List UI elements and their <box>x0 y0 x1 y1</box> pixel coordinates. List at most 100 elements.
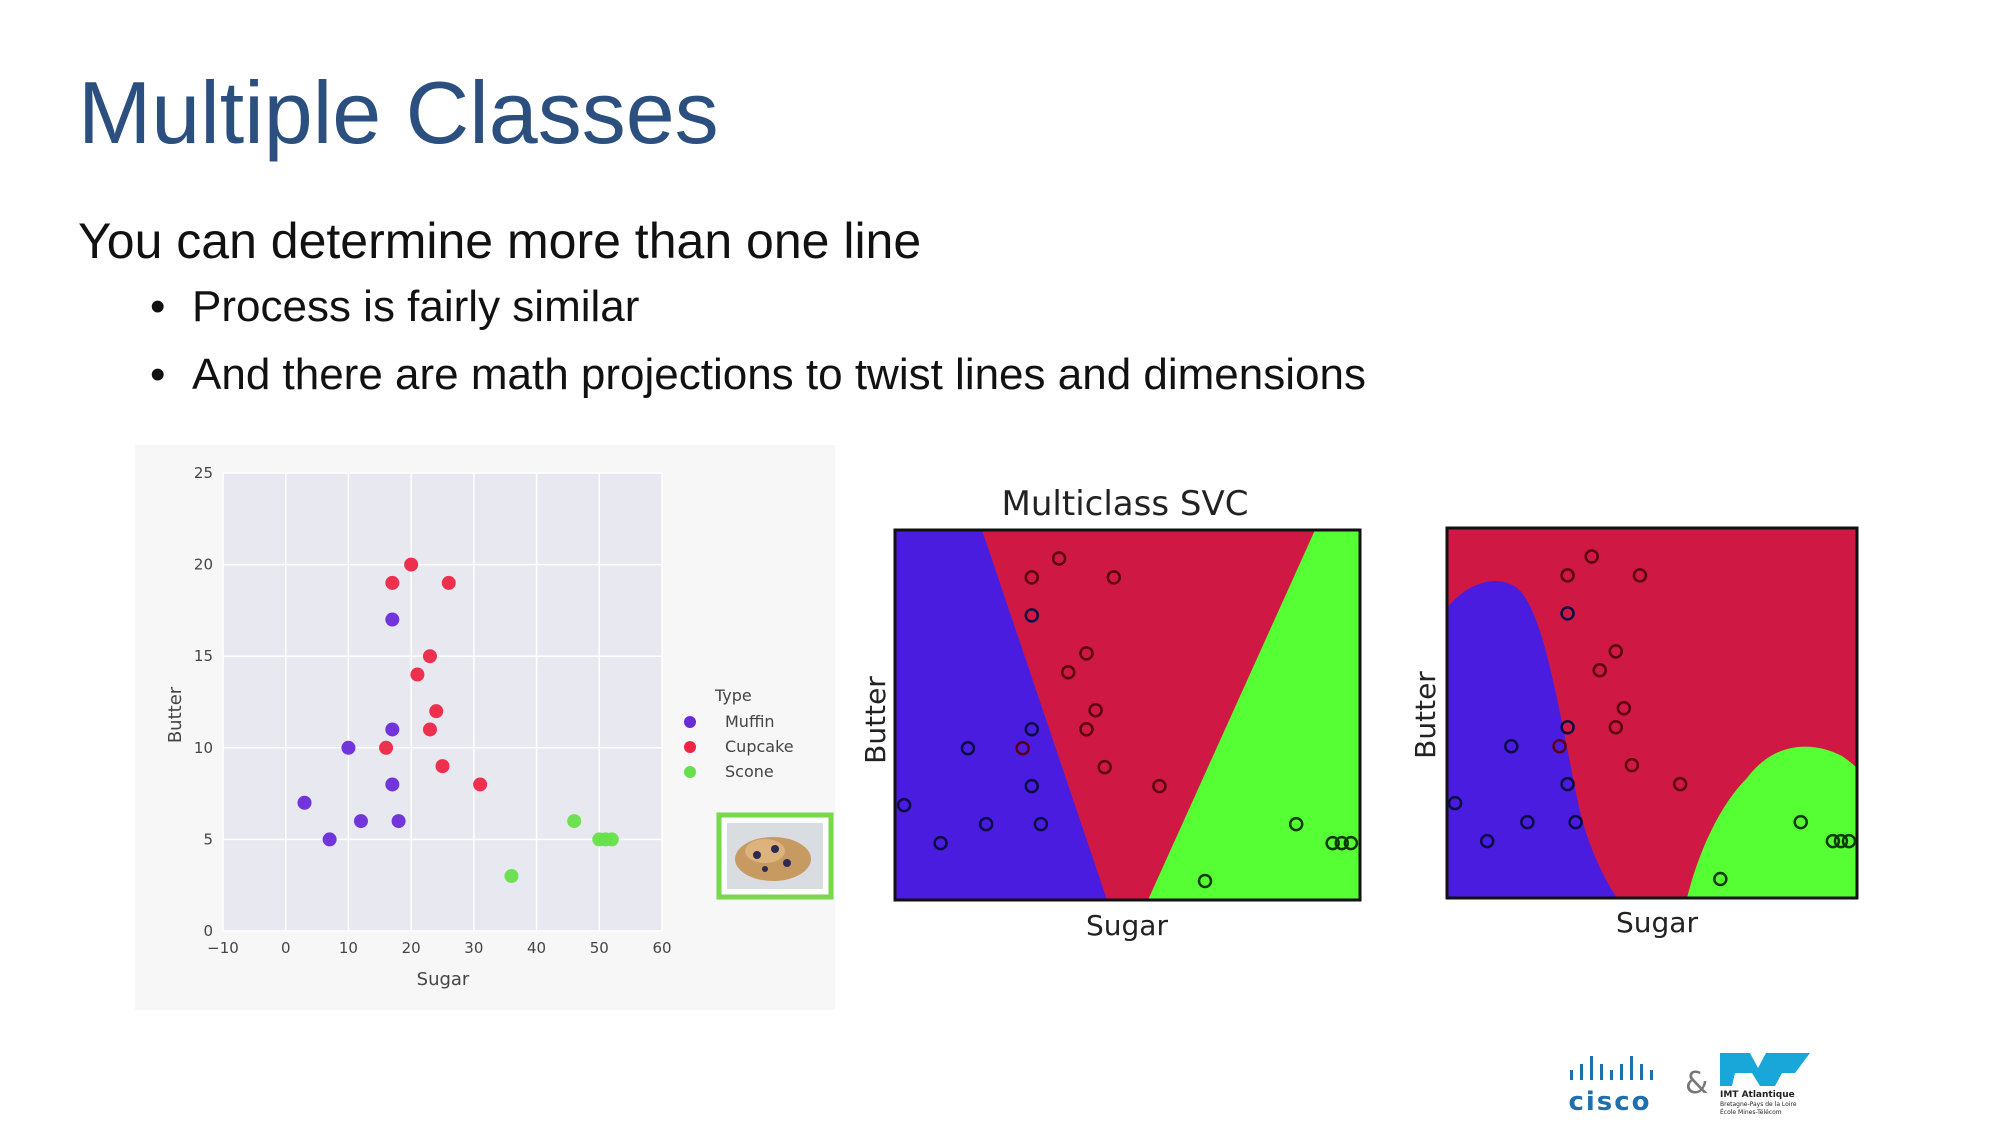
data-point-cupcake <box>1672 776 1688 792</box>
region-muffin <box>1447 580 1617 898</box>
data-point-cupcake <box>1152 778 1167 794</box>
x-tick-label: −10 <box>207 939 239 957</box>
y-axis-label: Butter <box>1409 671 1442 759</box>
data-point-muffin <box>978 816 994 832</box>
region-scone <box>1148 530 1360 900</box>
data-point-cupcake <box>1632 568 1648 583</box>
legend: Type Muffin Cupcake Scone <box>684 686 794 781</box>
data-point-cupcake <box>385 575 400 590</box>
svc-linear-panel: Multiclass SVC Sugar Butter <box>855 480 1375 945</box>
bullet-text: Process is fairly similar <box>192 282 640 331</box>
data-point-muffin <box>1024 721 1040 737</box>
data-point-muffin <box>1447 795 1463 811</box>
cisco-wordmark: cisco <box>1568 1087 1651 1117</box>
data-point-scone <box>1793 814 1808 830</box>
data-point-cupcake <box>1051 551 1067 566</box>
data-point-muffin <box>896 797 912 813</box>
data-point-cupcake <box>1616 701 1632 716</box>
x-tick-label: 20 <box>402 939 421 957</box>
legend-label-cupcake: Cupcake <box>725 737 794 756</box>
data-point-scone <box>1288 816 1304 832</box>
data-point-scone <box>1334 835 1350 851</box>
data-point-cupcake <box>1079 721 1094 737</box>
region-scone <box>1687 746 1857 898</box>
data-point-cupcake <box>1608 644 1624 659</box>
data-point-cupcake <box>1024 570 1040 585</box>
y-tick-label: 15 <box>194 647 213 665</box>
data-point-muffin <box>391 814 406 829</box>
bullet-item: • Process is fairly similar <box>150 282 1366 332</box>
data-point-cupcake <box>1592 663 1607 678</box>
data-point-cupcake <box>1584 549 1599 564</box>
data-point-cupcake <box>1015 740 1030 756</box>
data-point-muffin <box>1560 719 1575 735</box>
data-point-cupcake <box>1097 759 1112 775</box>
svc-rbf-panel: Sugar Butter <box>1405 500 1885 945</box>
x-tick-label: 50 <box>590 939 609 957</box>
x-axis-label: Sugar <box>417 969 470 990</box>
data-point-scone <box>567 814 582 829</box>
data-point-cupcake <box>429 704 444 719</box>
data-point-cupcake <box>473 777 488 792</box>
data-point-cupcake <box>441 575 456 590</box>
x-axis-label: Sugar <box>1086 909 1168 942</box>
chart-title: Multiclass SVC <box>1002 484 1249 524</box>
data-point-cupcake <box>404 557 419 572</box>
bullet-list: • Process is fairly similar • And there ar… <box>150 282 1366 418</box>
svc-linear-chart: Multiclass SVC Sugar Butter <box>859 484 1362 942</box>
bullet-text: And there are math projections to twist … <box>192 350 1366 399</box>
x-tick-label: 0 <box>281 939 291 957</box>
data-point-muffin <box>1560 776 1575 792</box>
data-point-muffin <box>322 832 337 847</box>
y-tick-label: 20 <box>194 556 213 574</box>
data-point-scone <box>1833 833 1849 849</box>
y-tick-label: 0 <box>203 922 213 940</box>
y-tick-label: 25 <box>194 464 213 482</box>
legend-label-scone: Scone <box>725 762 774 781</box>
data-point-scone <box>1343 835 1359 851</box>
cisco-logo-icon: cisco <box>1568 1056 1653 1117</box>
legend-label-muffin: Muffin <box>725 712 775 731</box>
data-point-scone <box>1325 835 1340 851</box>
x-axis-label: Sugar <box>1616 906 1698 939</box>
data-point-scone <box>604 832 619 847</box>
data-point-cupcake <box>422 722 437 737</box>
region-muffin <box>895 530 1107 900</box>
legend-marker-scone <box>684 766 696 778</box>
data-point-cupcake <box>1624 757 1640 773</box>
legend-marker-cupcake <box>684 741 696 753</box>
data-point-muffin <box>385 777 400 792</box>
imt-name: IMT Atlantique <box>1720 1090 1795 1100</box>
data-point-muffin <box>960 740 976 756</box>
y-tick-label: 10 <box>194 739 213 757</box>
bullet-icon: • <box>150 282 166 331</box>
data-point-muffin <box>385 612 400 627</box>
ampersand: & <box>1685 1066 1708 1101</box>
data-point-muffin <box>297 795 312 810</box>
data-point-muffin <box>1520 814 1535 830</box>
data-point-cupcake <box>422 649 437 664</box>
data-point-muffin <box>1479 833 1495 849</box>
data-point-muffin <box>933 835 948 851</box>
data-point-cupcake <box>379 740 394 755</box>
imt-logo-icon: IMT Atlantique Bretagne-Pays de la Loire… <box>1720 1053 1810 1116</box>
svc-rbf-chart: Sugar Butter <box>1409 526 1859 939</box>
data-point-muffin <box>1560 606 1575 621</box>
data-point-cupcake <box>1060 665 1076 680</box>
data-point-cupcake <box>1552 738 1567 754</box>
bullet-item: • And there are math projections to twist… <box>150 350 1366 400</box>
slide-title: Multiple Classes <box>78 63 719 162</box>
y-tick-label: 5 <box>203 830 213 848</box>
x-tick-label: 30 <box>464 939 483 957</box>
data-point-muffin <box>1568 814 1583 830</box>
data-point-cupcake <box>435 759 450 774</box>
y-axis-label: Butter <box>165 686 186 743</box>
data-point-cupcake <box>1079 646 1094 661</box>
plot-background <box>223 473 662 931</box>
data-point-muffin <box>353 814 368 829</box>
x-tick-label: 60 <box>652 939 671 957</box>
data-point-scone <box>1713 871 1728 887</box>
data-point-muffin <box>1504 738 1519 754</box>
data-point-cupcake <box>1088 703 1103 718</box>
